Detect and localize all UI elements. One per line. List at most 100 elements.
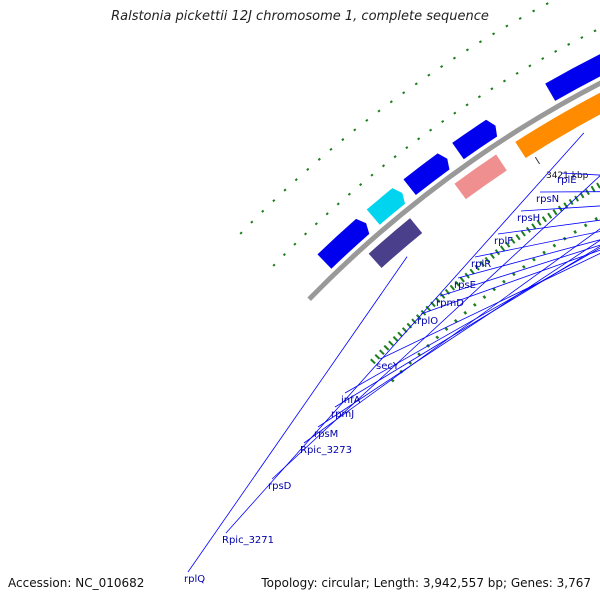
- gc-dot: [414, 82, 418, 86]
- gc-dot: [239, 231, 243, 235]
- gc-tick: [435, 297, 441, 304]
- gene-leader-line: [317, 239, 600, 428]
- gc-dot: [542, 250, 546, 255]
- gc-dot: [554, 49, 558, 53]
- gc-dot: [294, 178, 298, 182]
- gc-tick: [397, 331, 403, 338]
- gene-leader-line: [420, 249, 600, 315]
- gc-tick: [484, 256, 490, 263]
- gc-dot: [472, 302, 477, 307]
- gene-label: Rpic_3271: [222, 535, 274, 546]
- gc-dot: [573, 230, 577, 234]
- gc-dot: [359, 183, 363, 187]
- gc-tick: [474, 264, 480, 271]
- gc-dot: [444, 327, 449, 331]
- backbone: [307, 80, 600, 302]
- gc-tick: [392, 335, 399, 342]
- summary-label: Topology: circular; Length: 3,942,557 bp…: [261, 576, 591, 590]
- gc-dot: [261, 209, 265, 213]
- gc-dot: [440, 65, 444, 69]
- gc-dot: [329, 147, 333, 151]
- gc-dot: [389, 100, 393, 104]
- kbp-ticks: 3421 kbp3422 kbp3423 kbp3424 kbp3425 kbp…: [534, 156, 589, 181]
- gc-dot: [417, 137, 421, 141]
- gc-tick: [552, 209, 558, 216]
- reverse-gene: [514, 91, 600, 160]
- kbp-tick: [534, 156, 541, 165]
- gc-dot: [282, 253, 286, 257]
- gc-dot: [512, 272, 516, 277]
- gene-leader-line: [344, 247, 600, 394]
- gc-tick: [383, 344, 390, 351]
- gc-dot: [347, 192, 351, 196]
- gc-tick: [541, 216, 547, 223]
- gene-leader-line: [271, 175, 600, 480]
- gc-dot: [545, 2, 549, 6]
- gc-dot: [272, 199, 276, 203]
- reverse-gene: [367, 217, 424, 270]
- gc-tick: [388, 340, 394, 347]
- gc-tick: [459, 276, 465, 283]
- gc-dot: [365, 118, 369, 122]
- gene-label: secY: [376, 361, 400, 372]
- gc-dot: [518, 16, 522, 20]
- forward-gene: [545, 54, 600, 101]
- gc-dot: [441, 120, 445, 124]
- gene-leader-line: [187, 256, 408, 573]
- gene-label: infA: [341, 395, 361, 406]
- gc-dot: [465, 48, 469, 52]
- forward-gene: [317, 218, 370, 269]
- gc-tick: [469, 268, 475, 275]
- gene-label: rpmJ: [331, 409, 354, 420]
- forward-gene: [452, 119, 498, 160]
- gc-tick: [370, 358, 376, 365]
- gc-dot: [583, 223, 588, 228]
- gc-tick: [411, 318, 417, 325]
- gc-tick: [510, 237, 516, 244]
- gc-tick: [520, 230, 526, 237]
- gc-dot: [417, 352, 422, 357]
- reverse-gene: [453, 153, 508, 201]
- gc-dot: [505, 24, 509, 28]
- gc-tick: [531, 223, 537, 230]
- gc-dot: [283, 188, 287, 192]
- gc-tick: [489, 253, 495, 260]
- kbp-tick-label: 3421 kbp: [546, 171, 589, 181]
- reverse-strand-genes: [367, 91, 600, 270]
- gc-tick: [374, 353, 381, 360]
- forward-strand-genes: [317, 54, 600, 269]
- gc-tick: [505, 241, 511, 248]
- gene-label: rpsH: [517, 213, 540, 224]
- gc-dot: [528, 64, 532, 68]
- gc-dot: [567, 42, 571, 46]
- gc-dot: [293, 242, 297, 246]
- gc-tick: [590, 185, 596, 192]
- gc-tick: [449, 284, 456, 291]
- gene-leader-line: [303, 228, 600, 444]
- gc-dot: [502, 279, 506, 284]
- gene-label: rplR: [471, 259, 491, 270]
- gc-tick: [547, 212, 553, 219]
- map-title: Ralstonia pickettii 12J chromosome 1, co…: [111, 9, 489, 24]
- gene-label: rplE: [557, 175, 577, 186]
- gc-dot: [463, 310, 468, 315]
- gc-tick: [406, 322, 413, 329]
- gc-dot: [593, 29, 597, 33]
- gc-tick: [379, 349, 385, 356]
- gc-tick: [479, 260, 485, 267]
- gene-label: rplQ: [184, 574, 205, 585]
- gc-dot: [250, 220, 254, 224]
- gc-dot: [435, 335, 440, 340]
- gc-dot: [477, 95, 481, 99]
- gc-dot: [515, 71, 519, 75]
- gc-dot: [377, 109, 381, 113]
- gc-dot: [522, 264, 526, 269]
- gc-dot: [452, 56, 456, 60]
- gc-dot: [532, 9, 536, 13]
- gc-dot: [532, 257, 536, 262]
- gene-label: rpmD: [436, 298, 464, 309]
- gc-dot: [336, 202, 340, 206]
- forward-gene: [403, 153, 450, 196]
- gc-dot: [490, 87, 494, 91]
